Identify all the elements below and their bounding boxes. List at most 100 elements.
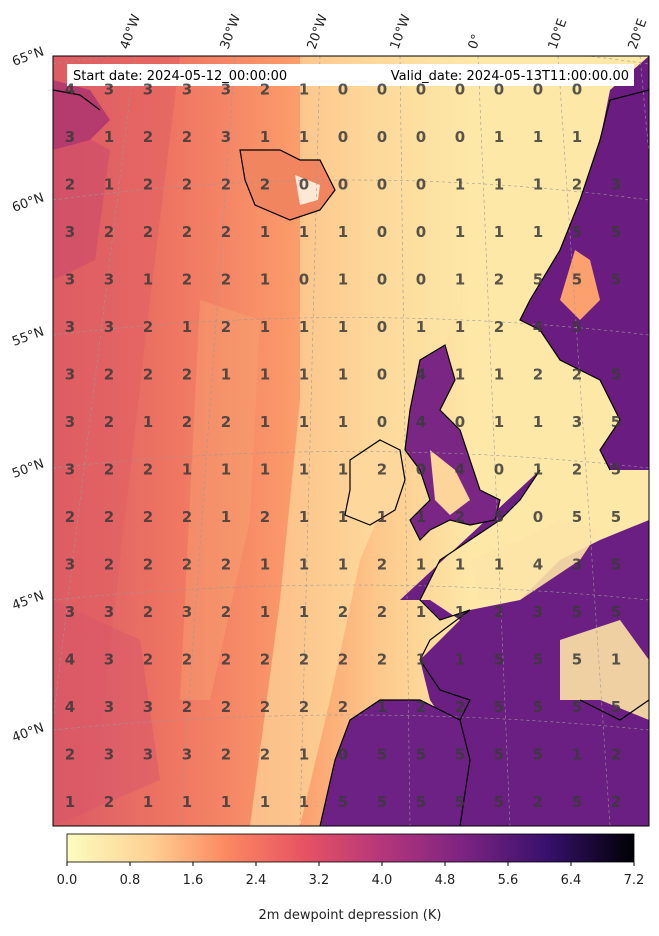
grid-value: 5 — [611, 223, 621, 241]
grid-value: 3 — [65, 128, 75, 146]
lat-label-60n: 60°N — [10, 190, 46, 215]
grid-value: 2 — [104, 413, 114, 431]
grid-value: 0 — [338, 81, 348, 99]
grid-value: 1 — [494, 366, 504, 384]
grid-value: 5 — [611, 366, 621, 384]
grid-value: 0 — [494, 81, 504, 99]
grid-value: 1 — [221, 793, 231, 811]
grid-value: 2 — [455, 698, 465, 716]
grid-value: 5 — [572, 508, 582, 526]
grid-value: 2 — [221, 271, 231, 289]
grid-value: 1 — [377, 508, 387, 526]
grid-value: 1 — [299, 746, 309, 764]
grid-value: 1 — [377, 698, 387, 716]
grid-value: 3 — [104, 746, 114, 764]
grid-value: 2 — [221, 603, 231, 621]
grid-value: 1 — [416, 603, 426, 621]
grid-value: 3 — [572, 413, 582, 431]
grid-value: 1 — [455, 366, 465, 384]
grid-values: 4 3 3 3 3 2 1 0 0 0 0 0 0 0 3 1 2 2 3 1 1 0 0 0 0 1 1 1 2 1 2 2 2 2 0 0 0 0 1 1… — [65, 81, 621, 812]
grid-value: 1 — [260, 413, 270, 431]
lon-label-10e: 10°E — [546, 17, 571, 52]
grid-value: 2 — [533, 793, 543, 811]
grid-value: 0 — [377, 176, 387, 194]
grid-value: 1 — [572, 128, 582, 146]
grid-value: 2 — [104, 793, 114, 811]
grid-value: 2 — [65, 746, 75, 764]
grid-value: 0 — [416, 81, 426, 99]
grid-value: 1 — [221, 461, 231, 479]
grid-value: 4 — [65, 651, 75, 669]
colorbar-tick-label: 4.0 — [372, 873, 393, 888]
grid-value: 2 — [104, 556, 114, 574]
grid-value: 2 — [65, 176, 75, 194]
grid-value: 3 — [533, 603, 543, 621]
grid-value: 3 — [182, 81, 192, 99]
grid-value: 1 — [299, 128, 309, 146]
grid-value: 2 — [572, 366, 582, 384]
lon-label-0: 0° — [466, 32, 485, 51]
grid-value: 3 — [143, 81, 153, 99]
grid-value: 5 — [572, 793, 582, 811]
grid-value: 2 — [182, 698, 192, 716]
lon-label-10w: 10°W — [388, 12, 414, 51]
grid-value: 5 — [572, 651, 582, 669]
grid-value: 2 — [260, 176, 270, 194]
grid-value: 2 — [221, 318, 231, 336]
grid-value: 0 — [416, 176, 426, 194]
lat-label-40n: 40°N — [10, 720, 46, 745]
grid-value: 2 — [143, 508, 153, 526]
grid-value: 2 — [104, 461, 114, 479]
grid-value: 1 — [455, 176, 465, 194]
grid-value: 2 — [221, 413, 231, 431]
grid-value: 5 — [377, 793, 387, 811]
grid-value: 5 — [455, 746, 465, 764]
grid-value: 5 — [338, 793, 348, 811]
grid-value: 5 — [611, 603, 621, 621]
grid-value: 1 — [260, 556, 270, 574]
grid-value: 1 — [299, 461, 309, 479]
grid-value: 1 — [338, 508, 348, 526]
grid-value: 1 — [494, 223, 504, 241]
header-box — [67, 64, 634, 86]
lat-labels: 65°N 60°N 55°N 50°N 45°N 40°N — [10, 44, 46, 745]
lon-labels: 40°W 30°W 20°W 10°W 0° 10°E 20°E — [118, 12, 651, 51]
grid-value: 5 — [494, 651, 504, 669]
coastlines — [53, 89, 649, 826]
grid-value: 1 — [182, 793, 192, 811]
grid-value: 2 — [104, 508, 114, 526]
grid-value: 1 — [338, 461, 348, 479]
grid-value: 2 — [221, 556, 231, 574]
grid-value: 0 — [299, 176, 309, 194]
grid-value: 2 — [182, 223, 192, 241]
grid-value: 2 — [260, 746, 270, 764]
grid-value: 5 — [611, 461, 621, 479]
grid-value: 0 — [572, 81, 582, 99]
grid-value: 5 — [494, 698, 504, 716]
grid-value: 5 — [416, 793, 426, 811]
valid-date-label: Valid_date: 2024-05-13T11:00:00.00 — [391, 69, 629, 84]
grid-value: 3 — [143, 746, 153, 764]
grid-value: 2 — [221, 698, 231, 716]
grid-value: 2 — [143, 651, 153, 669]
colorbar-tick-label: 5.6 — [498, 873, 519, 888]
colorbar-tick-label: 2.4 — [246, 873, 267, 888]
grid-value: 2 — [182, 651, 192, 669]
grid-value: 5 — [533, 746, 543, 764]
grid-value: 3 — [65, 366, 75, 384]
grid-value: 5 — [572, 698, 582, 716]
grid-value: 5 — [494, 793, 504, 811]
grid-value: 1 — [533, 461, 543, 479]
grid-value: 1 — [299, 318, 309, 336]
grid-value: 0 — [455, 128, 465, 146]
grid-value: 2 — [182, 366, 192, 384]
colorbar-label: 2m dewpoint depression (K) — [259, 908, 442, 923]
grid-value: 3 — [65, 603, 75, 621]
grid-value: 4 — [416, 413, 426, 431]
grid-value: 0 — [455, 413, 465, 431]
lat-label-45n: 45°N — [10, 588, 46, 613]
grid-value: 5 — [572, 318, 582, 336]
grid-value: 5 — [611, 271, 621, 289]
grid-value: 1 — [260, 271, 270, 289]
